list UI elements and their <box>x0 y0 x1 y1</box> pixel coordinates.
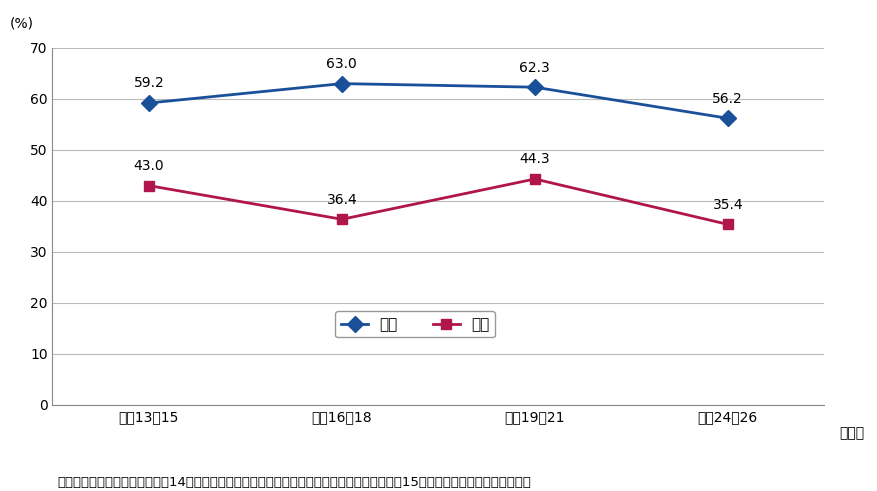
女性 <box>144 183 154 189</box>
Legend: 男性, 女性: 男性, 女性 <box>335 311 495 337</box>
Text: 59.2: 59.2 <box>133 77 164 90</box>
Text: 43.0: 43.0 <box>133 159 164 173</box>
Text: 44.3: 44.3 <box>519 153 550 166</box>
Text: （年）: （年） <box>838 426 864 440</box>
男性 <box>722 115 732 121</box>
女性 <box>529 176 539 182</box>
男性 <box>336 81 346 86</box>
Text: 63.0: 63.0 <box>326 57 357 71</box>
Text: 出典：「国民栄養調査」（平成14年まで）及び「国民健康・栄養調査」（厚生労働省）（平成15年以降）から東京都分を再集計: 出典：「国民栄養調査」（平成14年まで）及び「国民健康・栄養調査」（厚生労働省）… <box>57 476 531 489</box>
Line: 男性: 男性 <box>143 78 732 124</box>
Text: 35.4: 35.4 <box>711 198 742 212</box>
Text: 62.3: 62.3 <box>519 61 550 75</box>
男性 <box>144 100 154 106</box>
男性 <box>529 84 539 90</box>
Line: 女性: 女性 <box>144 174 731 229</box>
女性 <box>722 221 732 227</box>
Text: 56.2: 56.2 <box>711 92 742 106</box>
Text: 36.4: 36.4 <box>326 193 357 207</box>
女性 <box>336 217 346 222</box>
Text: (%): (%) <box>10 16 34 30</box>
